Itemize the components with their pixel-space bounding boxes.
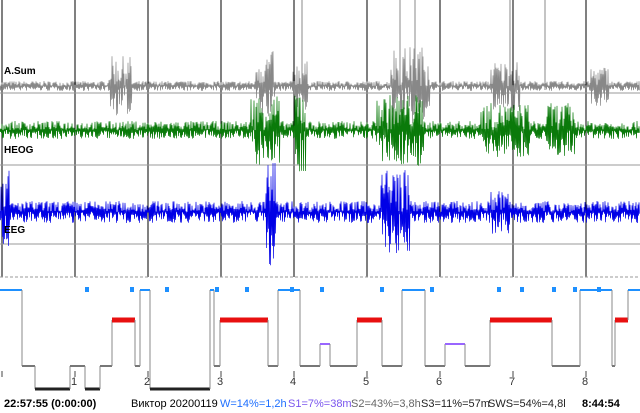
channel-label-eeg: EEG (4, 225, 26, 236)
end-time: 8:44:54 (582, 398, 620, 410)
stat-wake: W=14%=1,2h (220, 398, 287, 410)
wake-marker-7 (380, 287, 384, 292)
hour-label-8: 8 (582, 376, 589, 388)
wake-marker-12 (573, 287, 577, 292)
wake-marker-13 (597, 287, 601, 292)
wake-marker-3 (215, 287, 219, 292)
hour-label-2: 2 (144, 376, 151, 388)
hour-label-1: 1 (71, 376, 78, 388)
channel-label-asum: A.Sum (4, 66, 36, 77)
wake-marker-4 (245, 287, 249, 292)
wake-marker-5 (290, 287, 294, 292)
stat-s1: S1=7%=38m (288, 398, 352, 410)
channel-label-heog: HEOG (4, 145, 34, 156)
stat-s3: S3=11%=57m (421, 398, 490, 410)
wake-marker-9 (497, 287, 501, 292)
hour-label-3: 3 (217, 376, 224, 388)
recording-name: Виктор 20200119 (131, 398, 218, 410)
hour-label-4: 4 (290, 376, 297, 388)
wake-marker-0 (85, 287, 89, 292)
wake-marker-11 (552, 287, 556, 292)
stat-s2: S2=43%=3,8h (351, 398, 421, 410)
wake-marker-6 (320, 287, 324, 292)
eeg-trace (0, 162, 640, 266)
hour-label-5: 5 (363, 376, 370, 388)
wake-marker-8 (430, 287, 434, 292)
wake-marker-10 (520, 287, 524, 292)
wake-marker-2 (165, 287, 169, 292)
start-time: 22:57:55 (0:00:00) (4, 398, 97, 410)
asum-trace (0, 47, 640, 125)
stat-sws: SWS=54%=4,8l (488, 398, 566, 410)
wake-marker-1 (130, 287, 134, 292)
hour-label-6: 6 (436, 376, 443, 388)
hour-label-7: 7 (509, 376, 516, 388)
heog-trace (0, 95, 640, 172)
